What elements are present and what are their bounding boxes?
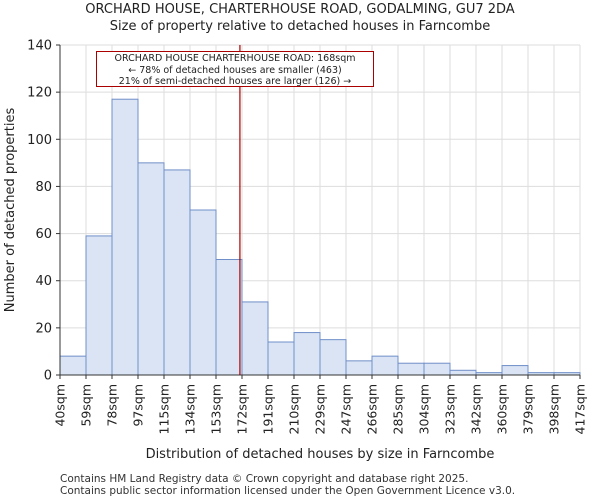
x-tick-label: 134sqm: [183, 384, 198, 434]
histogram-bar: [85, 235, 113, 376]
chart-title: ORCHARD HOUSE, CHARTERHOUSE ROAD, GODALM…: [85, 2, 515, 17]
y-tick-label: 120: [27, 86, 52, 101]
histogram-bar: [293, 332, 321, 376]
histogram-bar: [319, 339, 347, 376]
histogram-bar: [449, 369, 477, 376]
x-tick-label: 115sqm: [157, 384, 172, 434]
x-tick-label: 379sqm: [521, 384, 536, 434]
y-tick-label: 100: [27, 133, 52, 148]
x-tick-label: 417sqm: [573, 384, 588, 434]
histogram-bar: [111, 98, 139, 376]
histogram-bar: [267, 341, 295, 376]
x-tick-label: 360sqm: [495, 384, 510, 434]
histogram-bar: [189, 209, 217, 376]
x-axis-title: Distribution of detached houses by size …: [146, 447, 495, 462]
y-axis-title: Number of detached properties: [3, 108, 18, 313]
histogram-bar: [371, 355, 399, 376]
x-tick-label: 247sqm: [339, 384, 354, 434]
x-tick-label: 304sqm: [417, 384, 432, 434]
x-tick-label: 229sqm: [313, 384, 328, 434]
x-tick-label: 97sqm: [131, 384, 146, 427]
x-tick-label: 323sqm: [443, 384, 458, 434]
footer-copyright: Contains HM Land Registry data © Crown c…: [60, 473, 469, 485]
y-tick-label: 60: [35, 227, 52, 242]
x-tick-label: 78sqm: [105, 384, 120, 427]
x-tick-label: 172sqm: [235, 384, 250, 434]
x-tick-label: 191sqm: [261, 384, 276, 434]
histogram-bar: [501, 365, 529, 376]
x-tick-label: 285sqm: [391, 384, 406, 434]
y-tick-label: 80: [35, 180, 52, 195]
annotation-line-1: ORCHARD HOUSE CHARTERHOUSE ROAD: 168sqm: [114, 53, 356, 64]
y-tick-label: 140: [27, 39, 52, 54]
y-tick-label: 40: [35, 274, 52, 289]
x-tick-label: 266sqm: [365, 384, 380, 434]
y-tick-label: 0: [44, 369, 52, 384]
histogram-bar: [59, 355, 87, 376]
footer-licence: Contains public sector information licen…: [60, 485, 516, 497]
histogram-bar: [215, 259, 243, 376]
x-tick-label: 210sqm: [287, 384, 302, 434]
x-tick-label: 40sqm: [53, 384, 68, 427]
annotation-line-3: 21% of semi-detached houses are larger (…: [118, 76, 352, 87]
x-tick-label: 59sqm: [79, 384, 94, 427]
histogram-bar: [397, 362, 425, 376]
x-tick-label: 398sqm: [547, 384, 562, 434]
histogram-bar: [345, 360, 373, 376]
histogram-bar: [241, 301, 269, 376]
y-tick-label: 20: [35, 321, 52, 336]
chart-subtitle: Size of property relative to detached ho…: [109, 19, 491, 34]
property-annotation-box: ORCHARD HOUSE CHARTERHOUSE ROAD: 168sqm …: [96, 51, 374, 87]
histogram-bar: [423, 362, 451, 376]
histogram-bar: [163, 169, 191, 376]
annotation-line-2: ← 78% of detached houses are smaller (46…: [128, 64, 342, 76]
histogram-bar: [137, 162, 165, 376]
x-tick-label: 342sqm: [469, 384, 484, 434]
x-tick-label: 153sqm: [209, 384, 224, 434]
